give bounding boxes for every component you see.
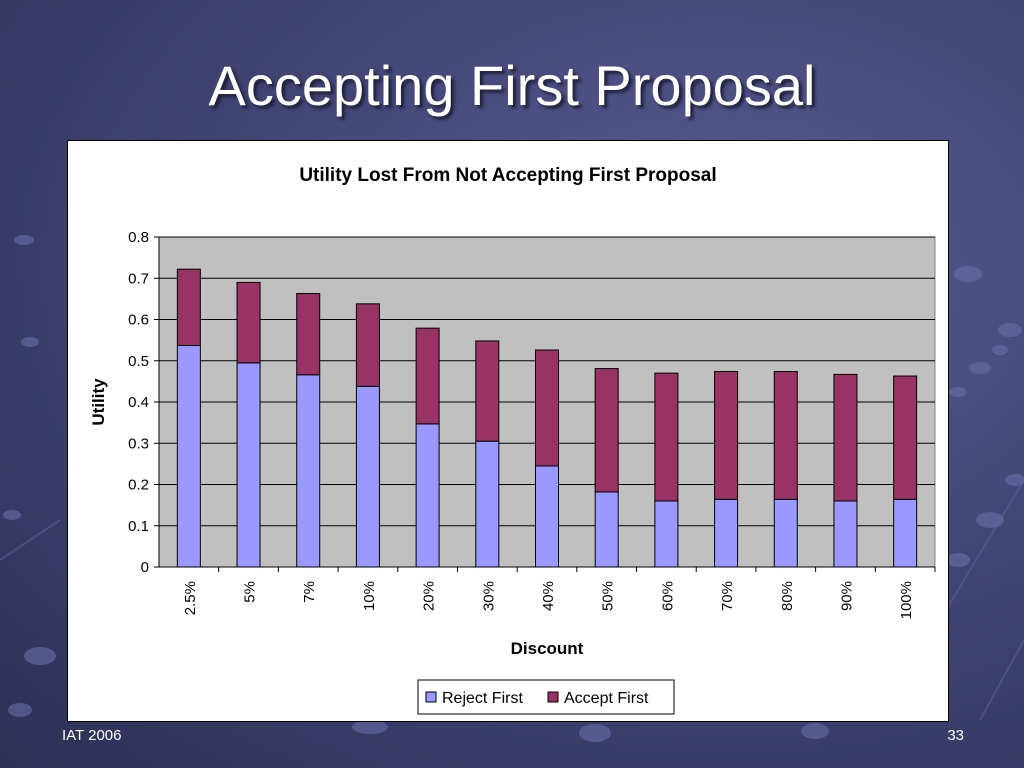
x-category-label: 2.5% [182, 581, 199, 615]
x-category-label: 10% [361, 581, 378, 611]
bar-accept-first [773, 370, 798, 500]
legend-label: Accept First [564, 690, 649, 707]
x-category-label: 20% [421, 581, 438, 611]
bar-reject-first [475, 440, 500, 568]
x-category-label: 30% [480, 581, 497, 611]
bar-accept-first [833, 373, 858, 502]
bar-accept-first [594, 368, 619, 493]
legend-swatch-reject-first [425, 691, 437, 703]
x-category-label: 70% [719, 581, 736, 611]
bar-accept-first [236, 281, 261, 364]
y-tick-label: 0 [141, 559, 149, 576]
bar-reject-first [176, 344, 201, 568]
y-tick-label: 0.8 [128, 229, 149, 246]
bar-reject-first [296, 374, 321, 568]
bar-accept-first [296, 293, 321, 376]
x-category-label: 90% [838, 581, 855, 611]
bar-accept-first [535, 349, 559, 467]
bar-reject-first [236, 362, 261, 568]
bar-accept-first [654, 372, 679, 502]
y-tick-label: 0.5 [128, 353, 149, 370]
y-tick-label: 0.3 [128, 435, 149, 452]
bar-accept-first [893, 375, 918, 500]
x-axis-title: Discount [511, 639, 584, 658]
x-category-label: 80% [779, 581, 796, 611]
legend-box [417, 679, 675, 715]
bar-reject-first [654, 500, 679, 568]
bar-accept-first [355, 303, 380, 387]
bar-reject-first [893, 498, 918, 568]
x-category-label: 60% [659, 581, 676, 611]
bar-accept-first [176, 268, 201, 346]
footer-label: IAT 2006 [62, 727, 122, 744]
chart-title: Utility Lost From Not Accepting First Pr… [299, 165, 716, 186]
bar-reject-first [594, 491, 619, 568]
stacked-bar-chart: Utility Lost From Not Accepting First Pr… [89, 165, 936, 715]
y-tick-label: 0.2 [128, 477, 149, 494]
x-category-label: 5% [242, 581, 259, 603]
bar-reject-first [415, 423, 440, 568]
x-category-label: 100% [898, 581, 915, 619]
bar-reject-first [773, 498, 798, 568]
y-tick-label: 0.1 [128, 518, 149, 535]
bar-reject-first [355, 385, 380, 568]
y-axis-title: Utility [89, 378, 108, 426]
chart-legend: Reject First Accept First [417, 679, 675, 715]
x-category-label: 50% [600, 581, 617, 611]
bar-accept-first [475, 340, 500, 442]
y-tick-label: 0.6 [128, 312, 149, 329]
bar-reject-first [714, 498, 739, 568]
bar-reject-first [535, 465, 559, 568]
legend-swatch-accept-first [547, 691, 559, 703]
slide-title: Accepting First Proposal [208, 54, 816, 117]
bar-accept-first [714, 370, 739, 500]
bar-reject-first [833, 500, 858, 568]
legend-label: Reject First [442, 690, 523, 707]
page-number: 33 [947, 727, 964, 744]
bar-accept-first [415, 327, 440, 425]
x-category-label: 7% [301, 581, 318, 603]
y-tick-label: 0.4 [128, 394, 149, 411]
y-tick-label: 0.7 [128, 270, 149, 287]
x-category-label: 40% [540, 581, 557, 611]
chart-container: Utility Lost From Not Accepting First Pr… [67, 140, 949, 722]
